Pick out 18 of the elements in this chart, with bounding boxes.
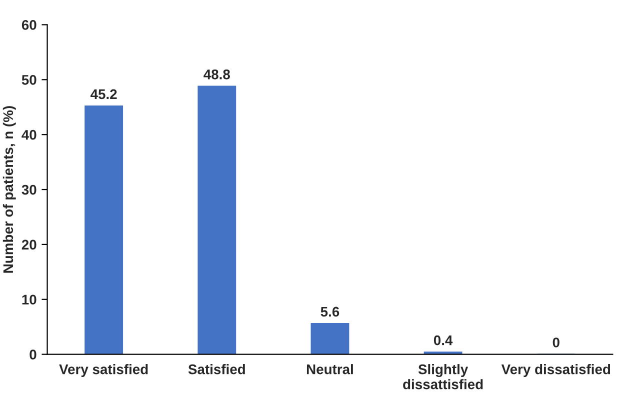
y-tick-label: 0 [30, 350, 36, 360]
y-tick-label: 20 [22, 240, 36, 250]
data-label: 5.6 [320, 306, 340, 317]
x-tick-label: Very dissatisfied [501, 364, 610, 377]
x-tick-label: Slightly dissattisfied [403, 364, 483, 390]
data-label: 45.2 [90, 89, 117, 100]
y-tick-label: 40 [22, 130, 36, 140]
x-tick-label: Satisfied [188, 364, 245, 374]
y-tick-label: 50 [22, 74, 36, 85]
y-axis-title: Number of patients, n (%) [2, 106, 16, 273]
x-tick-label: Very satisfied [59, 364, 148, 377]
data-label: 0 [552, 338, 560, 348]
x-tick-label: Neutral [306, 364, 353, 374]
data-label: 0.4 [434, 335, 453, 346]
y-tick-label: 10 [22, 294, 36, 305]
y-tick-label: 60 [22, 20, 36, 30]
data-label: 48.8 [204, 70, 230, 80]
y-tick-label: 30 [22, 184, 36, 195]
